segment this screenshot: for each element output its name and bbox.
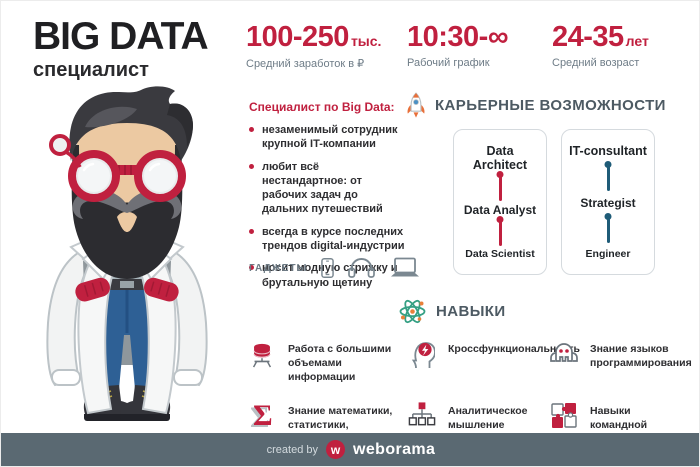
- profile-bullet-list: незаменимый сотрудник крупной IT-компани…: [249, 123, 407, 290]
- career-level: Data Scientist: [465, 248, 535, 260]
- skill-label: Знание языков программирования: [590, 343, 692, 370]
- stat-schedule: 10:30-∞ Рабочий график: [407, 21, 510, 70]
- career-arrow-up-icon: [498, 176, 502, 201]
- headphones-icon: [348, 258, 376, 278]
- stat-age: 24-35 лет Средний возраст: [552, 21, 649, 70]
- org-chart-icon: [407, 401, 437, 429]
- puzzle-icon: [549, 401, 579, 429]
- gadgets-row: ГАДЖЕТЫ: [249, 257, 421, 279]
- weborama-brand-name: weborama: [353, 440, 436, 458]
- career-level: Engineer: [585, 248, 631, 260]
- specialist-character-illustration: [46, 86, 208, 421]
- weborama-logo-icon: w: [326, 440, 346, 459]
- career-track-data: Data Architect Data Analyst Data Scienti…: [453, 129, 547, 275]
- skill-item: Знание языков программирования: [549, 339, 692, 385]
- skills-grid: Работа с большими объемами информации Кр…: [247, 339, 692, 447]
- profile-section: Специалист по Big Data: незаменимый сотр…: [249, 100, 407, 298]
- skill-label: Работа с большими объемами информации: [288, 343, 392, 384]
- profile-bullet: незаменимый сотрудник крупной IT-компани…: [249, 123, 407, 152]
- stat-schedule-caption: Рабочий график: [407, 57, 490, 69]
- stat-salary-value: 100-250: [246, 21, 349, 53]
- profile-bullet: всегда в курсе последних трендов digital…: [249, 225, 407, 254]
- career-level: Strategist: [580, 196, 636, 210]
- head-lightning-icon: [407, 339, 437, 369]
- career-level: IT-consultant: [569, 144, 647, 158]
- stat-age-unit: лет: [625, 33, 649, 49]
- stat-salary-unit: тыс.: [350, 33, 382, 49]
- career-arrow-up-icon: [606, 217, 610, 243]
- profile-bullet: любит всё нестандартное: от рабочих зада…: [249, 160, 407, 217]
- skills-section-header: НАВЫКИ: [399, 298, 506, 325]
- skill-item: Работа с большими объемами информации: [247, 339, 407, 385]
- stat-schedule-value: 10:30-∞: [407, 21, 509, 53]
- footer-bar: created by w weborama: [1, 433, 699, 466]
- laptop-icon: [391, 257, 420, 277]
- title-sub: специалист: [33, 58, 149, 81]
- career-level: Data Architect: [472, 144, 528, 172]
- skill-item: Аналитическое мышление: [407, 401, 549, 447]
- atom-icon: [399, 299, 426, 324]
- sigma-icon: Σ Σ: [247, 401, 277, 431]
- skill-label: Кроссфункциональность: [448, 343, 580, 355]
- database-icon: [247, 339, 277, 369]
- smartphone-icon: [321, 257, 335, 279]
- svg-text:Σ: Σ: [250, 401, 270, 431]
- page-title: BIG DATA специалист: [33, 15, 209, 82]
- career-track-consulting: IT-consultant Strategist Engineer: [561, 129, 655, 275]
- skills-heading: НАВЫКИ: [436, 303, 506, 320]
- stat-age-value: 24-35: [552, 21, 624, 53]
- robot-icon: [549, 339, 579, 365]
- career-heading: КАРЬЕРНЫЕ ВОЗМОЖНОСТИ: [435, 96, 666, 114]
- skill-item: Кроссфункциональность: [407, 339, 580, 385]
- created-by-label: created by: [266, 443, 319, 456]
- stat-salary: 100-250 тыс. Средний заработок в ₽: [246, 21, 382, 71]
- profile-bullet: носит модную стрижку и брутальную щетину: [249, 261, 407, 290]
- profile-heading: Специалист по Big Data:: [249, 100, 395, 114]
- career-arrow-up-icon: [498, 221, 502, 246]
- svg-text:Σ: Σ: [253, 401, 273, 431]
- stat-age-caption: Средний возраст: [552, 57, 640, 69]
- title-main: BIG DATA: [33, 15, 209, 58]
- rocket-icon: [407, 92, 425, 118]
- career-section-header: КАРЬЕРНЫЕ ВОЗМОЖНОСТИ: [407, 91, 666, 119]
- gadgets-label: ГАДЖЕТЫ: [249, 262, 308, 274]
- career-arrow-up-icon: [606, 165, 610, 191]
- career-level: Data Analyst: [463, 203, 537, 217]
- stat-salary-caption: Средний заработок в ₽: [246, 58, 365, 70]
- skill-label: Аналитическое мышление: [448, 404, 528, 431]
